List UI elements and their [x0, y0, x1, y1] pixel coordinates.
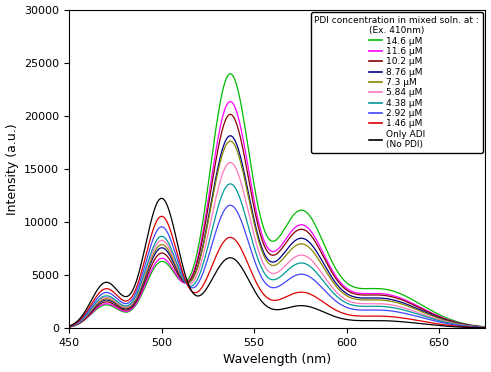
Y-axis label: Intensity (a.u.): Intensity (a.u.): [5, 123, 19, 215]
Legend: 14.6 μM, 11.6 μM, 10.2 μM, 8.76 μM, 7.3 μM, 5.84 μM, 4.38 μM, 2.92 μM, 1.46 μM, : 14.6 μM, 11.6 μM, 10.2 μM, 8.76 μM, 7.3 …: [311, 12, 483, 153]
X-axis label: Wavelength (nm): Wavelength (nm): [223, 353, 331, 366]
